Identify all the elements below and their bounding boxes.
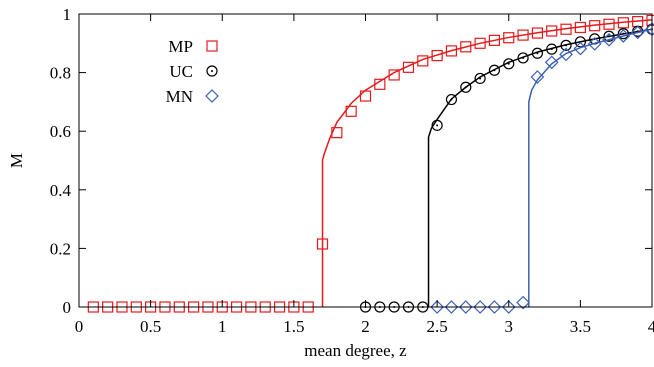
data-point-uc: [546, 43, 558, 55]
y-tick-label: 1: [63, 5, 72, 24]
data-point-mn: [544, 55, 559, 70]
legend-marker-mn: [205, 89, 219, 103]
legend-marker-mp: [206, 40, 218, 52]
data-point-mp: [589, 20, 601, 32]
series-mp: [87, 14, 654, 313]
y-tick-label: 0.4: [50, 181, 72, 200]
data-point-mn: [587, 37, 602, 51]
data-point-mp: [503, 32, 515, 44]
legend-item-mn: MN: [166, 87, 219, 106]
data-point-mp: [331, 127, 343, 139]
data-point-mp: [603, 18, 615, 30]
data-point-mp: [359, 90, 372, 102]
data-point-mn: [501, 300, 516, 314]
data-point-uc: [503, 58, 515, 70]
data-point-mn: [458, 300, 473, 314]
plot-frame: [78, 13, 653, 308]
data-point-uc: [531, 47, 544, 59]
y-tick-label: 0: [63, 298, 72, 317]
x-tick-label: 3: [505, 317, 514, 336]
data-point-mn: [630, 25, 645, 40]
data-point-mp: [417, 55, 429, 67]
legend-label-uc: UC: [169, 62, 193, 81]
x-tick-label: 0.5: [140, 317, 161, 336]
x-tick-label: 1: [218, 317, 227, 336]
data-point-mn: [559, 47, 573, 62]
data-point-mn: [516, 295, 530, 310]
legend-item-mp: MP: [168, 37, 218, 56]
y-tick-label: 0.8: [50, 64, 71, 83]
legend-label-mp: MP: [168, 37, 193, 56]
data-point-mp: [531, 27, 544, 39]
x-tick-label: 3.5: [570, 317, 591, 336]
data-point-mp: [316, 238, 329, 250]
x-tick-label: 2.5: [427, 317, 448, 336]
data-point-uc: [488, 64, 501, 76]
data-point-mp: [445, 45, 458, 57]
data-point-mp: [374, 78, 386, 90]
data-point-uc: [617, 28, 629, 40]
data-point-mn: [602, 32, 616, 47]
data-point-mp: [345, 105, 357, 117]
data-point-mn: [473, 300, 487, 314]
legend-item-uc: UC: [169, 62, 218, 81]
data-point-mn: [616, 29, 631, 43]
legend-marker-uc: [206, 65, 218, 77]
x-tick-label: 1.5: [283, 317, 304, 336]
x-tick-label: 4: [648, 317, 654, 336]
data-point-mn: [444, 300, 459, 314]
data-point-mp: [474, 37, 486, 49]
data-point-mn: [573, 41, 588, 56]
data-point-mp: [431, 50, 443, 62]
data-point-mp: [488, 34, 501, 46]
data-point-mp: [574, 21, 586, 34]
data-point-uc: [474, 72, 486, 85]
series-line-uc: [427, 28, 653, 307]
x-tick-label: 0: [75, 317, 84, 336]
data-point-mp: [402, 61, 415, 73]
y-tick-label: 0.6: [50, 122, 71, 141]
data-point-mn: [487, 300, 502, 314]
data-point-uc: [445, 93, 458, 106]
data-point-mp: [560, 23, 572, 35]
data-point-mp: [617, 17, 629, 29]
data-point-mn: [530, 70, 545, 84]
legend-label-mn: MN: [166, 87, 193, 106]
data-point-mp: [517, 29, 529, 41]
plot-area: [87, 14, 654, 314]
x-axis-label: mean degree, z: [304, 341, 407, 360]
y-axis-label: M: [7, 153, 26, 168]
data-point-mp: [460, 41, 472, 53]
data-point-uc: [560, 39, 572, 51]
series-mn: [430, 22, 654, 314]
x-tick-label: 2: [361, 317, 370, 336]
series-line-mp: [321, 19, 653, 307]
legend: MP UC MN: [166, 37, 219, 106]
axes: 0 0.5 1 1.5 2 2.5 3 3.5 4 0 0.2 0.4 0.6 0.8 1 mean degr…: [7, 5, 654, 360]
series-line-mn: [528, 28, 653, 307]
data-point-uc: [603, 30, 615, 42]
data-point-uc: [431, 119, 443, 131]
data-point-uc: [517, 52, 529, 64]
data-point-mp: [388, 69, 400, 81]
y-tick-label: 0.2: [50, 239, 71, 258]
data-point-uc: [460, 81, 472, 93]
data-point-mp: [546, 25, 558, 37]
data-point-mn: [430, 300, 444, 314]
